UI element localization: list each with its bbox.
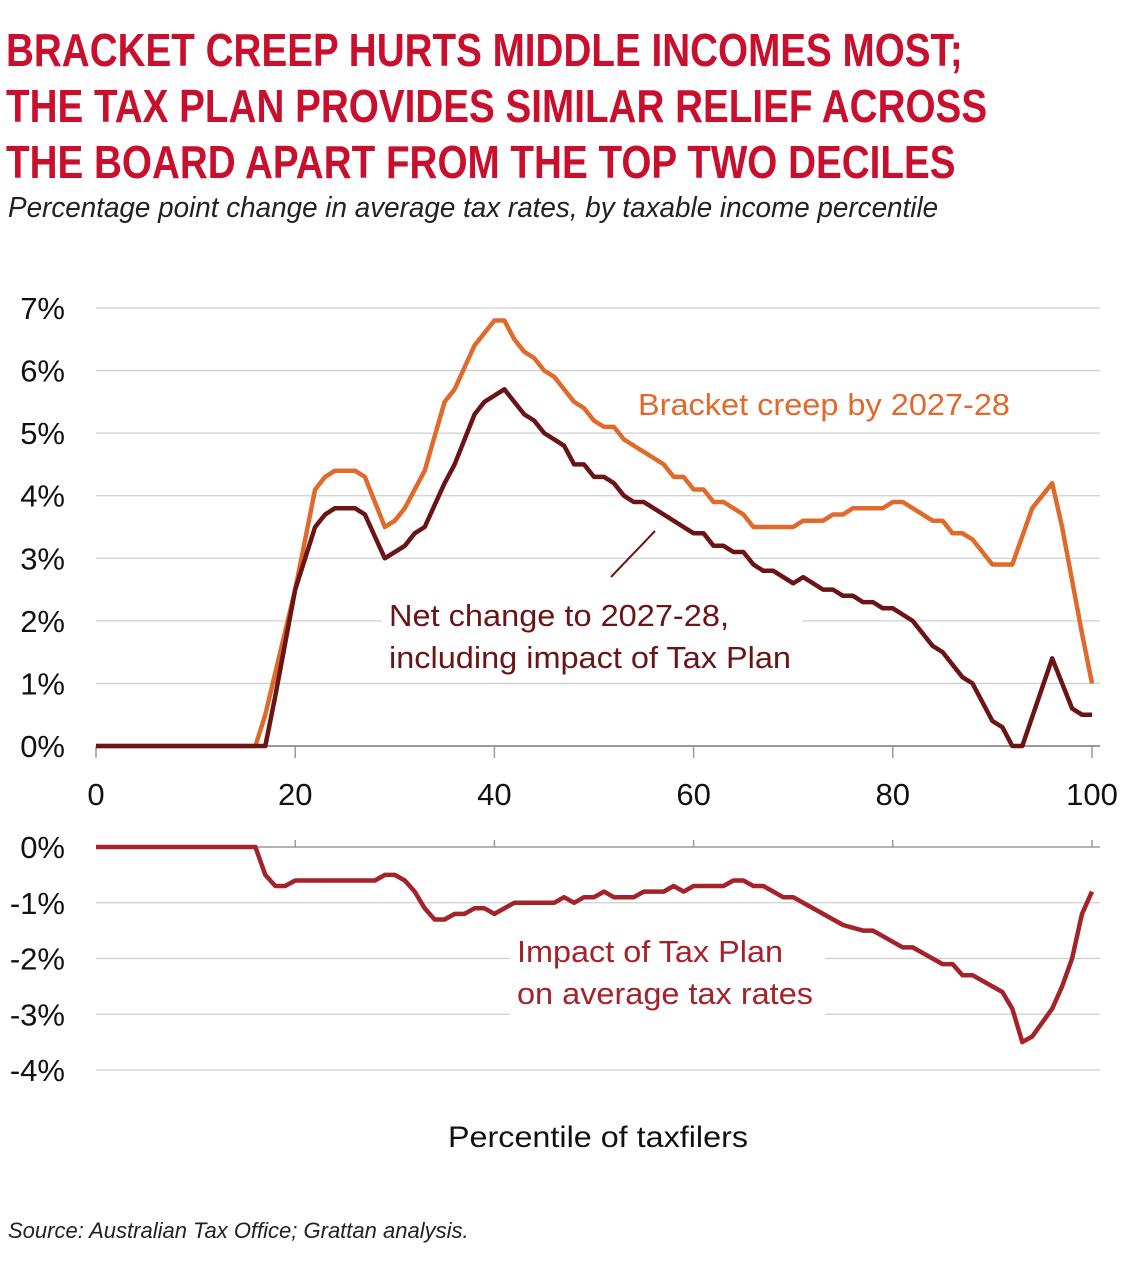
- bracket-creep-line: [96, 318, 1095, 749]
- impact-label-line-1: Impact of Tax Plan: [517, 934, 783, 969]
- y-tick-label: 1%: [20, 666, 65, 701]
- net-change-label-line-1: Net change to 2027-28,: [389, 598, 729, 633]
- annotations: Bracket creep by 2027-28 Net change to 2…: [389, 387, 1010, 1154]
- title-line-1: BRACKET CREEP HURTS MIDDLE INCOMES MOST;: [6, 24, 963, 76]
- y-tick-label: 5%: [20, 416, 65, 451]
- chart-title: BRACKET CREEP HURTS MIDDLE INCOMES MOST;…: [6, 22, 1128, 190]
- y-tick-label: 6%: [20, 354, 65, 389]
- top-y-axis: 0% 1% 2% 3% 4% 5% 6% 7%: [20, 291, 65, 764]
- net-label-background: [382, 594, 802, 678]
- chart-subtitle: Percentage point change in average tax r…: [8, 192, 939, 224]
- x-tick-label: 20: [278, 777, 312, 812]
- impact-label-background: [510, 928, 825, 1018]
- net-change-line: [96, 387, 1092, 749]
- y-tick-label: 2%: [20, 604, 65, 639]
- y-tick-label: 7%: [20, 291, 65, 326]
- impact-line: [96, 844, 1095, 1045]
- series-lines: [96, 318, 1095, 1045]
- x-tick-label: 60: [676, 777, 710, 812]
- y-tick-label: 0%: [20, 729, 65, 764]
- x-tick-label: 0: [87, 777, 104, 812]
- x-tick-label: 40: [477, 777, 511, 812]
- bottom-y-axis: 0% -1% -2% -3% -4%: [10, 830, 65, 1088]
- x-axis-label: Percentile of taxfilers: [448, 1121, 748, 1154]
- impact-label-line-2: on average tax rates: [517, 976, 813, 1011]
- title-line-3: THE BOARD APART FROM THE TOP TWO DECILES: [6, 136, 956, 188]
- y-tick-label: -2%: [10, 942, 65, 977]
- y-tick-label: -3%: [10, 997, 65, 1032]
- source-note: Source: Australian Tax Office; Grattan a…: [8, 1218, 469, 1243]
- x-axis: 0 20 40 60 80 100: [87, 746, 1118, 847]
- net-label-leader-line: [610, 530, 656, 578]
- top-gridlines: [96, 307, 1100, 747]
- x-tick-label: 80: [876, 777, 910, 812]
- y-tick-label: -1%: [10, 886, 65, 921]
- y-tick-label: 3%: [20, 541, 65, 576]
- x-tick-label: 100: [1066, 777, 1118, 812]
- bracket-creep-label: Bracket creep by 2027-28: [638, 387, 1010, 422]
- y-tick-label: 4%: [20, 479, 65, 514]
- y-tick-label: -4%: [10, 1053, 65, 1088]
- net-change-label-line-2: including impact of Tax Plan: [389, 640, 791, 675]
- y-tick-label: 0%: [20, 830, 65, 865]
- title-line-2: THE TAX PLAN PROVIDES SIMILAR RELIEF ACR…: [6, 80, 988, 132]
